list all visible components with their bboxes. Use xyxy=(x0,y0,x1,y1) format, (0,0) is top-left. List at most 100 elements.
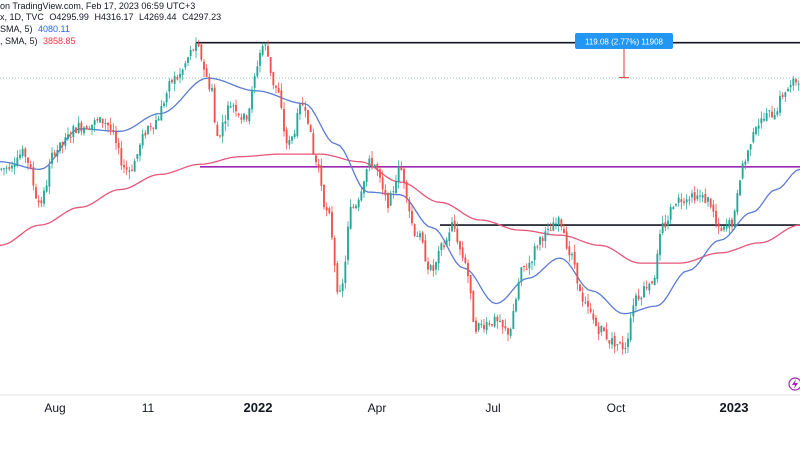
candle-body xyxy=(568,246,571,256)
candle-body xyxy=(448,232,451,242)
candle xyxy=(757,118,760,136)
candle xyxy=(445,237,448,247)
candle-body xyxy=(109,124,112,130)
candle xyxy=(707,196,709,207)
sma-slow-label: , SMA, 5) xyxy=(0,36,38,46)
candle xyxy=(467,259,469,284)
x-tick-label: Jul xyxy=(485,401,500,415)
candle-body xyxy=(213,87,216,123)
candle-body xyxy=(701,195,704,198)
candle-body xyxy=(91,124,93,130)
candle xyxy=(699,189,701,203)
moving-averages xyxy=(0,77,800,315)
candle xyxy=(771,105,773,118)
candle xyxy=(773,108,776,120)
candle xyxy=(600,325,603,336)
candle xyxy=(613,332,616,354)
candle xyxy=(85,124,88,130)
candle-body xyxy=(99,117,101,123)
source-text: on TradingView.com, Feb 17, 2023 06:59 U… xyxy=(0,1,196,11)
candle-body xyxy=(221,122,224,137)
x-axis: Aug 11 2022 Apr Jul Oct 2023 xyxy=(0,377,800,415)
candle xyxy=(296,108,299,138)
candle-body xyxy=(245,115,248,120)
candle xyxy=(272,71,275,90)
candle-body xyxy=(357,199,360,208)
candle-body xyxy=(8,166,11,170)
candle-body xyxy=(635,295,637,306)
candle xyxy=(533,243,536,266)
candle-body xyxy=(373,164,376,167)
candle xyxy=(571,252,573,260)
candle xyxy=(51,147,53,169)
candle xyxy=(117,137,120,155)
candle xyxy=(493,313,496,328)
candle-body xyxy=(440,243,443,251)
candle xyxy=(184,60,187,71)
candle xyxy=(104,118,107,131)
candle xyxy=(331,206,333,241)
candle-body xyxy=(283,108,285,132)
candle-body xyxy=(152,127,155,129)
candle xyxy=(549,222,552,232)
candle-body xyxy=(536,246,539,248)
candle xyxy=(627,332,629,353)
legend-sma-slow[interactable]: , SMA, 5) 3858.85 xyxy=(0,36,76,46)
candle-body xyxy=(133,160,136,172)
candle-body xyxy=(597,326,600,335)
candle-body xyxy=(416,235,419,237)
candle xyxy=(147,125,149,135)
candle-body xyxy=(667,220,669,226)
candle-body xyxy=(323,185,325,208)
candle-body xyxy=(592,313,595,320)
candle-body xyxy=(771,111,773,118)
candle xyxy=(557,215,560,232)
legend-ohlc: x, 1D, TVC O4295.99 H4316.17 L4269.44 C4… xyxy=(0,12,221,22)
sma-slow-value: 3858.85 xyxy=(43,36,76,46)
candle xyxy=(592,309,595,324)
candle xyxy=(307,109,309,126)
candle xyxy=(619,341,621,345)
lightning-icon-ring xyxy=(788,377,800,391)
candle-body xyxy=(664,222,667,228)
candle xyxy=(693,186,696,204)
candle xyxy=(485,316,488,335)
candle-body xyxy=(267,46,269,57)
candle xyxy=(21,145,24,158)
candle-body xyxy=(493,316,496,327)
candle-body xyxy=(27,157,29,163)
candle xyxy=(136,153,139,162)
candle xyxy=(595,315,597,327)
candle-body xyxy=(163,103,165,106)
candle xyxy=(541,235,544,248)
candle-body xyxy=(32,167,35,186)
lightning-icon-bolt xyxy=(792,379,798,389)
candle xyxy=(701,192,704,203)
candle xyxy=(155,113,157,130)
candle xyxy=(499,313,501,323)
candle-body xyxy=(456,228,459,243)
candle xyxy=(419,230,421,241)
candle-body xyxy=(451,222,453,232)
candle-body xyxy=(208,77,211,90)
candle xyxy=(456,222,459,245)
candle xyxy=(216,121,219,137)
candle-body xyxy=(552,222,555,231)
candle-body xyxy=(277,88,280,93)
candle-body xyxy=(475,320,477,332)
legend-sma-fast[interactable]: SMA, 5) 4080.11 xyxy=(0,24,70,34)
candle-body xyxy=(467,262,469,277)
candle-body xyxy=(728,219,731,228)
candle xyxy=(435,261,437,276)
candle-body xyxy=(269,56,272,73)
candle-body xyxy=(389,192,392,206)
candle xyxy=(0,167,3,172)
candle-body xyxy=(317,164,320,168)
candle xyxy=(381,170,384,195)
candle-body xyxy=(379,169,381,178)
candle xyxy=(469,274,472,300)
candle xyxy=(379,166,381,183)
legend-header: on TradingView.com, Feb 17, 2023 06:59 U… xyxy=(0,1,195,11)
